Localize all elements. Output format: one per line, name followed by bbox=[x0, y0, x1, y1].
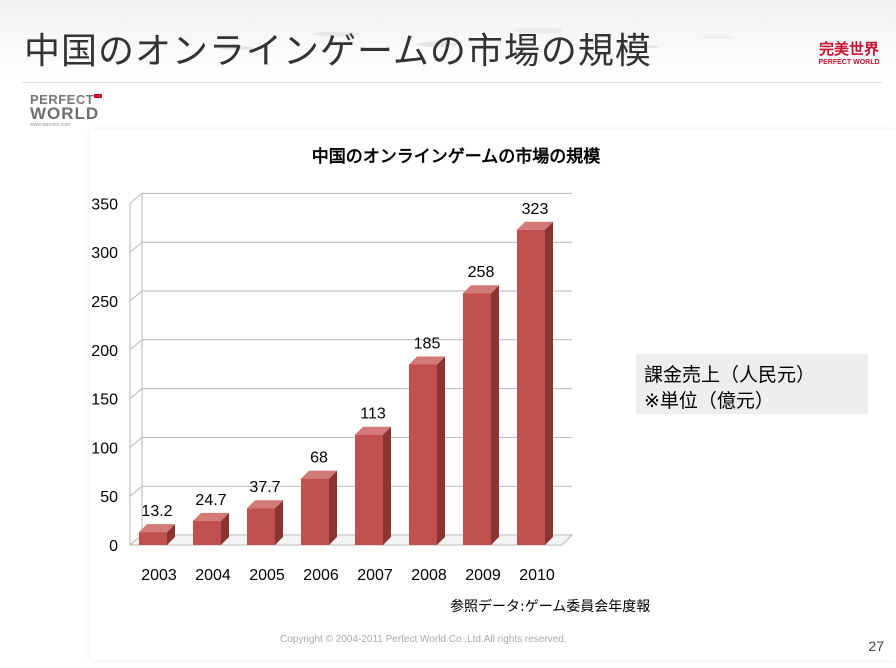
bar-side-2006 bbox=[329, 470, 337, 545]
bar-side-2005 bbox=[275, 500, 283, 545]
bar-side-2004 bbox=[221, 512, 229, 545]
x-tick-label-2003: 2003 bbox=[141, 567, 177, 584]
bar-2009 bbox=[463, 293, 491, 545]
bar-side-2003 bbox=[167, 524, 175, 545]
side-wall-line-100 bbox=[129, 437, 143, 448]
note-line-revenue: 課金売上（人民元） bbox=[644, 364, 816, 386]
note-line-unit: ※単位（億元） bbox=[644, 390, 774, 412]
header-divider bbox=[22, 82, 882, 83]
bar-side-2010 bbox=[545, 221, 553, 545]
logo-right-english: PERFECT WORLD bbox=[818, 59, 880, 66]
bar-top-2006 bbox=[301, 470, 337, 479]
unit-note-box: 課金売上（人民元） ※単位（億元） bbox=[636, 354, 868, 414]
y-tick-label-50: 50 bbox=[100, 489, 118, 506]
y-tick-label-150: 150 bbox=[91, 392, 118, 409]
bar-top-2010 bbox=[517, 221, 553, 230]
bar-top-2008 bbox=[409, 356, 445, 365]
x-tick-label-2007: 2007 bbox=[357, 567, 393, 584]
y-tick-label-350: 350 bbox=[91, 196, 118, 213]
data-label-2005: 37.7 bbox=[249, 479, 280, 496]
data-label-2010: 323 bbox=[522, 201, 549, 218]
y-tick-label-300: 300 bbox=[91, 245, 118, 262]
bar-2007 bbox=[355, 434, 383, 545]
side-wall-line-200 bbox=[129, 339, 143, 351]
x-tick-label-2009: 2009 bbox=[465, 567, 501, 584]
bar-2006 bbox=[301, 478, 329, 545]
data-label-2006: 68 bbox=[310, 450, 328, 467]
logo-right-chinese: 完美世界 bbox=[818, 41, 879, 58]
perfect-world-logo-right: 完美世界 PERFECT WORLD bbox=[816, 42, 882, 67]
y-tick-label-100: 100 bbox=[91, 440, 118, 457]
header-artwork bbox=[180, 6, 740, 76]
bar-2003 bbox=[139, 532, 167, 545]
y-tick-label-250: 250 bbox=[91, 294, 118, 311]
chart-title: 中国のオンラインゲームの市場の規模 bbox=[312, 146, 601, 167]
side-wall-line-250 bbox=[129, 290, 143, 302]
x-tick-label-2005: 2005 bbox=[249, 567, 285, 584]
x-tick-label-2006: 2006 bbox=[303, 567, 339, 584]
x-tick-label-2010: 2010 bbox=[519, 567, 555, 584]
y-tick-label-200: 200 bbox=[91, 343, 118, 360]
data-label-2008: 185 bbox=[414, 335, 441, 352]
bar-top-2005 bbox=[247, 500, 283, 509]
bar-2005 bbox=[247, 508, 275, 545]
page-number: 27 bbox=[868, 638, 884, 654]
bar-side-2009 bbox=[491, 285, 499, 545]
data-label-2003: 13.2 bbox=[141, 503, 172, 520]
copyright-text: Copyright © 2004-2011 Perfect World Co.,… bbox=[280, 634, 567, 645]
side-wall-line-300 bbox=[129, 241, 143, 253]
side-wall-line-50 bbox=[129, 485, 143, 497]
bar-top-2004 bbox=[193, 512, 229, 521]
page-title: 中国のオンラインゲームの市場の規模 bbox=[24, 31, 652, 72]
source-note: 参照データ:ゲーム委員会年度報 bbox=[450, 599, 651, 615]
side-wall-line-350 bbox=[129, 193, 143, 204]
side-wall-line-150 bbox=[129, 388, 143, 399]
x-tick-label-2008: 2008 bbox=[411, 567, 447, 584]
header-band bbox=[0, 0, 896, 82]
bar-2010 bbox=[517, 229, 545, 545]
logo-left-line2: WORLD bbox=[30, 104, 100, 123]
bar-top-2007 bbox=[355, 426, 391, 435]
bar-side-2008 bbox=[437, 356, 445, 545]
data-label-2004: 24.7 bbox=[195, 492, 226, 509]
data-label-2009: 258 bbox=[468, 264, 495, 281]
bar-2008 bbox=[409, 364, 437, 545]
logo-left-url: www.wanmei.com bbox=[30, 122, 71, 128]
bar-top-2003 bbox=[139, 524, 175, 533]
bar-top-2009 bbox=[463, 285, 499, 294]
perfect-world-logo-left: PERFECT WORLD www.wanmei.com bbox=[30, 92, 108, 128]
bar-side-2007 bbox=[383, 426, 391, 545]
y-tick-label-0: 0 bbox=[109, 538, 118, 555]
bar-2004 bbox=[193, 520, 221, 545]
logo-left-line1: PERFECT bbox=[30, 92, 95, 107]
x-tick-label-2004: 2004 bbox=[195, 567, 231, 584]
logo-accent-mark bbox=[94, 94, 102, 98]
data-label-2007: 113 bbox=[360, 406, 386, 423]
